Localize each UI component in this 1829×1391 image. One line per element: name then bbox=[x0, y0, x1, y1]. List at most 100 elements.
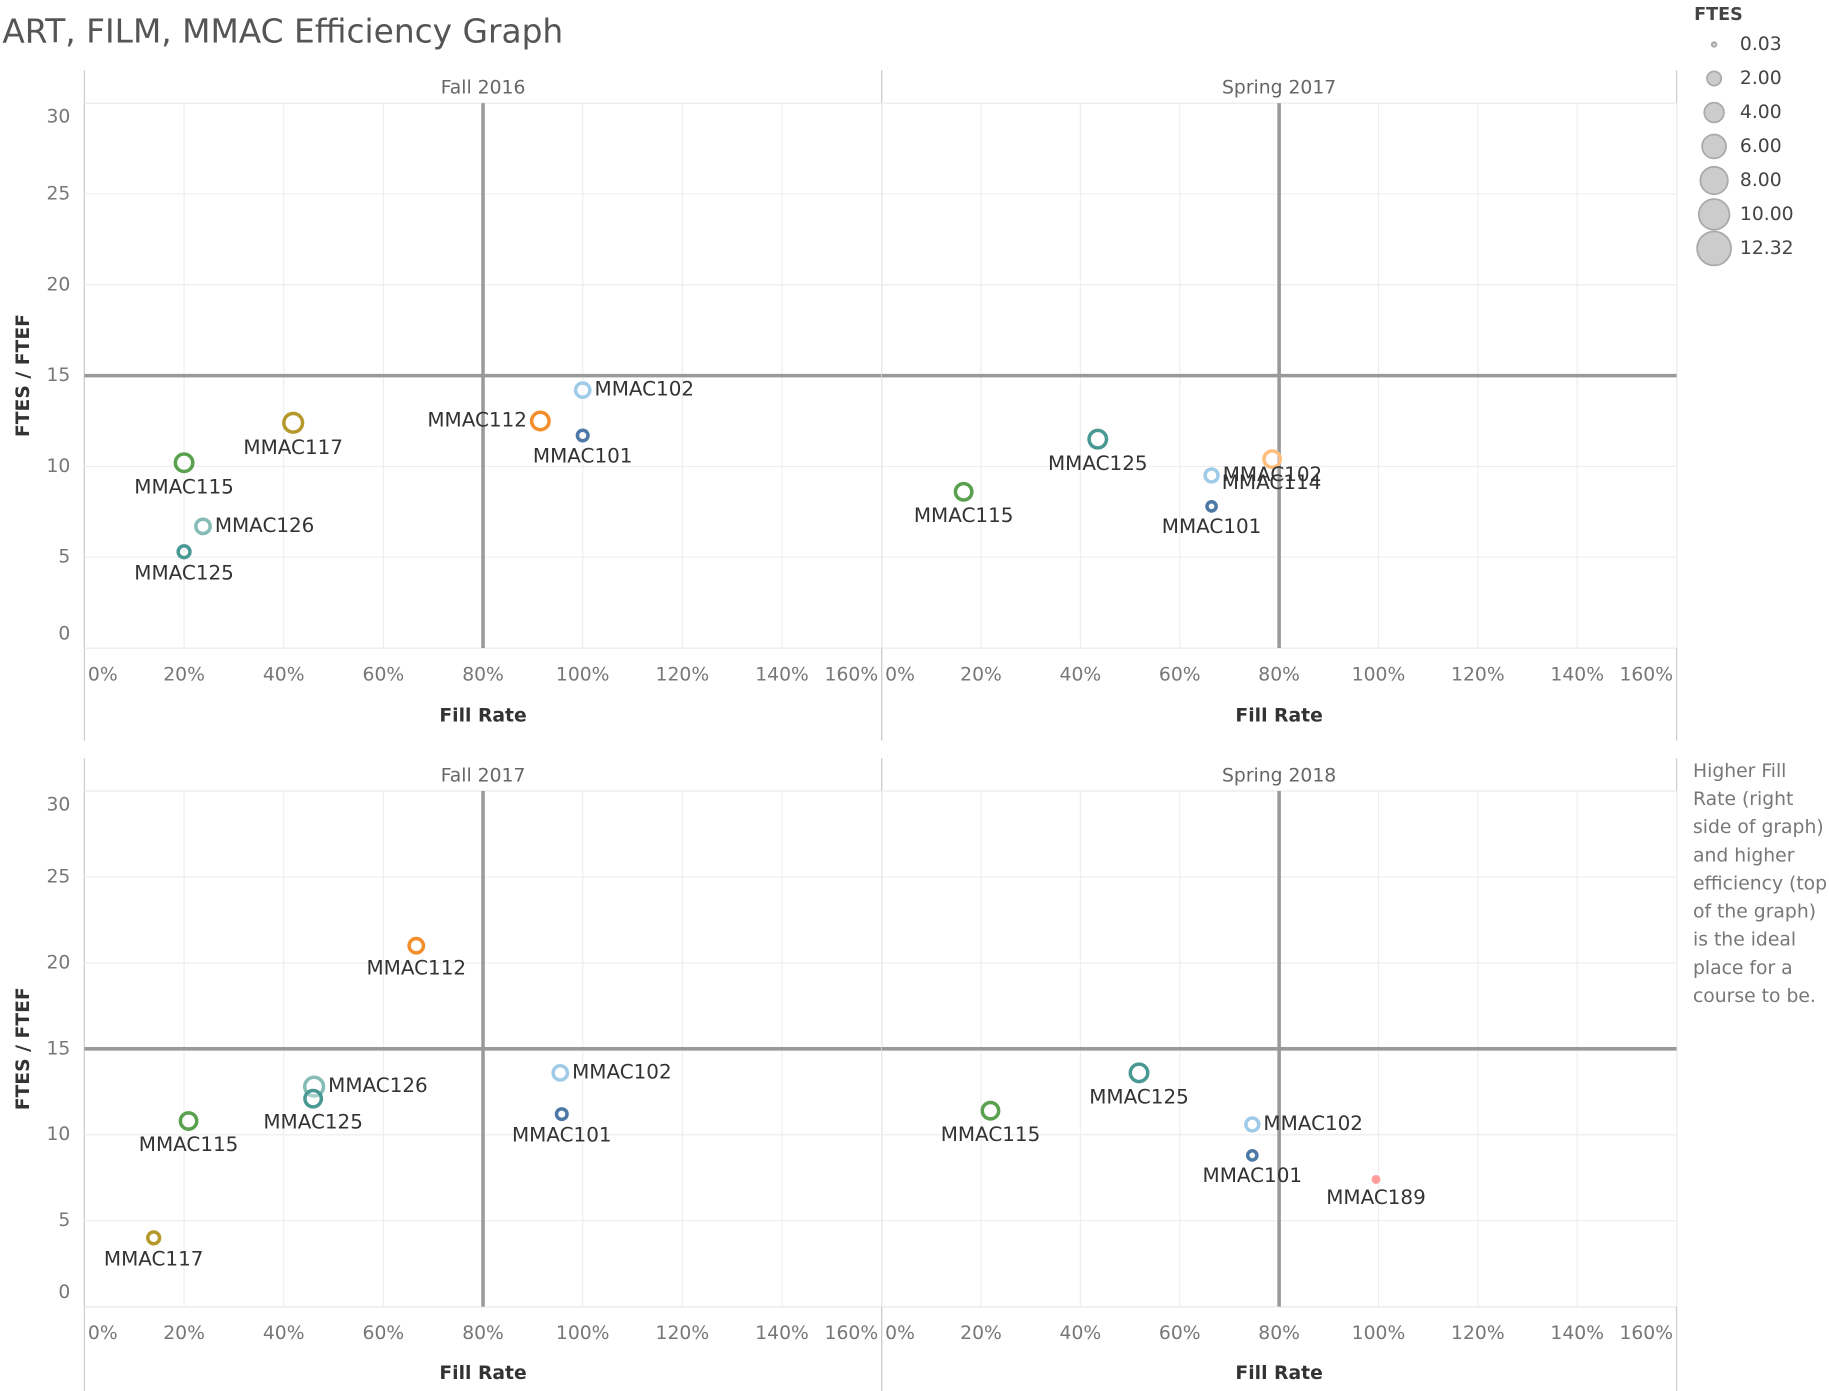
size-legend-label: 10.00 bbox=[1740, 204, 1794, 225]
point bbox=[178, 1111, 199, 1131]
x-tick-label: 40% bbox=[263, 664, 305, 685]
annotation-box: Higher Fill Rate (right side of graph) a… bbox=[1692, 759, 1828, 1007]
x-tick-label: 60% bbox=[363, 1323, 405, 1344]
point-label: MMAC125 bbox=[1048, 452, 1148, 475]
y-tick-label: 0 bbox=[58, 623, 70, 644]
point-label: MMAC125 bbox=[263, 1111, 363, 1134]
x-tick-label: 100% bbox=[1352, 1323, 1406, 1344]
y-tick-label: 30 bbox=[46, 107, 70, 128]
y-tick-label: 20 bbox=[46, 274, 70, 295]
y-tick-label: 5 bbox=[58, 547, 70, 568]
x-tick-label: 60% bbox=[1159, 664, 1201, 685]
x-tick-label: 20% bbox=[163, 664, 205, 685]
y-tick-label: 30 bbox=[46, 795, 70, 816]
x-tick-label: 80% bbox=[1258, 664, 1300, 685]
x-tick-label: 0% bbox=[885, 664, 915, 685]
point-label: MMAC102 bbox=[595, 378, 695, 401]
y-tick-label: 25 bbox=[46, 183, 70, 204]
point bbox=[953, 481, 974, 502]
size-legend-mark bbox=[1696, 230, 1732, 267]
point-label: MMAC101 bbox=[512, 1123, 612, 1146]
point-label: MMAC117 bbox=[243, 436, 343, 459]
point-label: MMAC102 bbox=[572, 1060, 672, 1083]
x-tick-label: 120% bbox=[1451, 664, 1505, 685]
size-legend-mark bbox=[1701, 133, 1727, 160]
point bbox=[282, 411, 305, 434]
size-legend-label: 6.00 bbox=[1740, 136, 1782, 157]
point bbox=[529, 410, 551, 432]
point bbox=[176, 544, 192, 560]
x-tick-label: 160% bbox=[825, 1323, 879, 1344]
size-legend-mark bbox=[1699, 165, 1729, 196]
x-tick-label: 40% bbox=[1060, 1323, 1102, 1344]
point bbox=[1128, 1062, 1150, 1084]
y-tick-label: 25 bbox=[46, 866, 70, 887]
point-label: MMAC115 bbox=[914, 504, 1014, 527]
y-tick-label: 5 bbox=[58, 1210, 70, 1231]
point bbox=[173, 452, 195, 474]
point-label: MMAC117 bbox=[104, 1248, 204, 1271]
point-label: MMAC112 bbox=[367, 957, 467, 980]
point bbox=[1371, 1175, 1381, 1184]
x-axis-label: Fill Rate bbox=[439, 706, 526, 727]
point-label: MMAC112 bbox=[427, 408, 527, 431]
point-label: MMAC115 bbox=[941, 1123, 1041, 1146]
point bbox=[551, 1063, 570, 1082]
x-tick-label: 20% bbox=[960, 664, 1002, 685]
point-label: MMAC101 bbox=[1162, 515, 1262, 538]
x-tick-label: 80% bbox=[1258, 1323, 1300, 1344]
point-label: MMAC126 bbox=[215, 514, 315, 537]
point-label: MMAC115 bbox=[139, 1133, 239, 1156]
x-axis-label: Fill Rate bbox=[1235, 706, 1322, 727]
x-tick-label: 40% bbox=[263, 1323, 305, 1344]
x-axis-label: Fill Rate bbox=[1235, 1363, 1322, 1384]
size-legend-label: 12.32 bbox=[1740, 238, 1794, 259]
title: ART, FILM, MMAC Efficiency Graph bbox=[2, 12, 563, 50]
y-tick-label: 0 bbox=[58, 1282, 70, 1303]
x-tick-label: 100% bbox=[556, 664, 610, 685]
point-label: MMAC125 bbox=[1089, 1086, 1189, 1109]
x-tick-label: 120% bbox=[656, 1323, 710, 1344]
x-tick-label: 160% bbox=[1619, 664, 1673, 685]
point bbox=[1087, 428, 1109, 450]
point bbox=[980, 1100, 1001, 1121]
panel-title: Fall 2016 bbox=[441, 77, 526, 98]
point-label: MMAC114 bbox=[1222, 471, 1322, 494]
x-tick-label: 100% bbox=[1352, 664, 1406, 685]
x-tick-label: 140% bbox=[755, 664, 809, 685]
point bbox=[573, 381, 592, 400]
point bbox=[1262, 449, 1283, 470]
point bbox=[1244, 1116, 1261, 1133]
x-tick-label: 20% bbox=[163, 1323, 205, 1344]
x-tick-label: 40% bbox=[1060, 664, 1102, 685]
size-legend-label: 2.00 bbox=[1740, 68, 1782, 89]
x-tick-label: 140% bbox=[755, 1323, 809, 1344]
point bbox=[407, 936, 426, 955]
y-tick-label: 20 bbox=[46, 952, 70, 973]
size-legend-mark bbox=[1703, 101, 1725, 124]
size-legend-mark bbox=[1710, 41, 1718, 48]
point-label: MMAC102 bbox=[1223, 463, 1323, 486]
point bbox=[146, 1230, 162, 1246]
size-legend-label: 8.00 bbox=[1740, 170, 1782, 191]
y-tick-label: 10 bbox=[46, 1124, 70, 1145]
annotation: Higher Fill Rate (right side of graph) a… bbox=[1692, 759, 1828, 1007]
point bbox=[1205, 500, 1218, 513]
point bbox=[303, 1088, 324, 1109]
y-axis-label: FTES / FTEF bbox=[13, 987, 34, 1110]
size-legend-mark bbox=[1697, 198, 1731, 231]
x-tick-label: 120% bbox=[656, 664, 710, 685]
x-tick-label: 0% bbox=[88, 1323, 118, 1344]
point bbox=[575, 428, 590, 443]
point bbox=[1203, 467, 1220, 484]
x-axis-label: Fill Rate bbox=[439, 1363, 526, 1384]
panel-title: Fall 2017 bbox=[441, 765, 526, 786]
panel-title: Spring 2018 bbox=[1222, 765, 1336, 786]
x-tick-label: 140% bbox=[1550, 1323, 1604, 1344]
point-label: MMAC115 bbox=[134, 475, 234, 498]
x-tick-label: 140% bbox=[1550, 664, 1604, 685]
size-legend-label: 4.00 bbox=[1740, 102, 1782, 123]
x-tick-label: 20% bbox=[960, 1323, 1002, 1344]
point-label: MMAC125 bbox=[134, 562, 234, 585]
